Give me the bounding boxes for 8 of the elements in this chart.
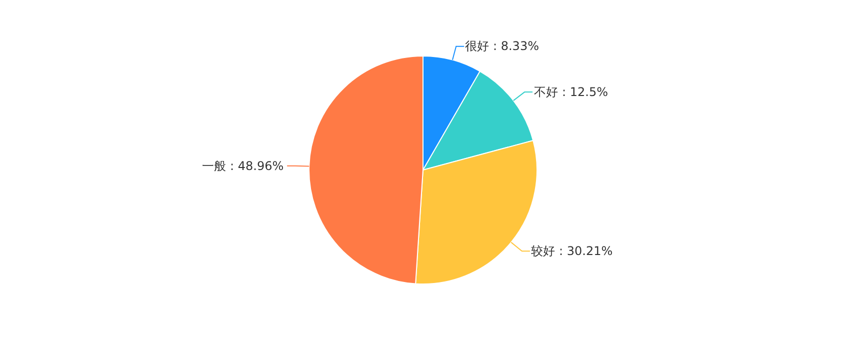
- slice-label: 很好: [465, 39, 489, 53]
- slice-label: 不好: [534, 85, 558, 99]
- data-label: : 48.96%: [230, 159, 284, 173]
- data-label: : 8.33%: [493, 39, 539, 53]
- slice-label: 较好: [531, 244, 555, 258]
- data-label: : 12.5%: [562, 85, 608, 99]
- data-label: : 30.21%: [559, 244, 613, 258]
- slice-label: 一般: [202, 159, 226, 173]
